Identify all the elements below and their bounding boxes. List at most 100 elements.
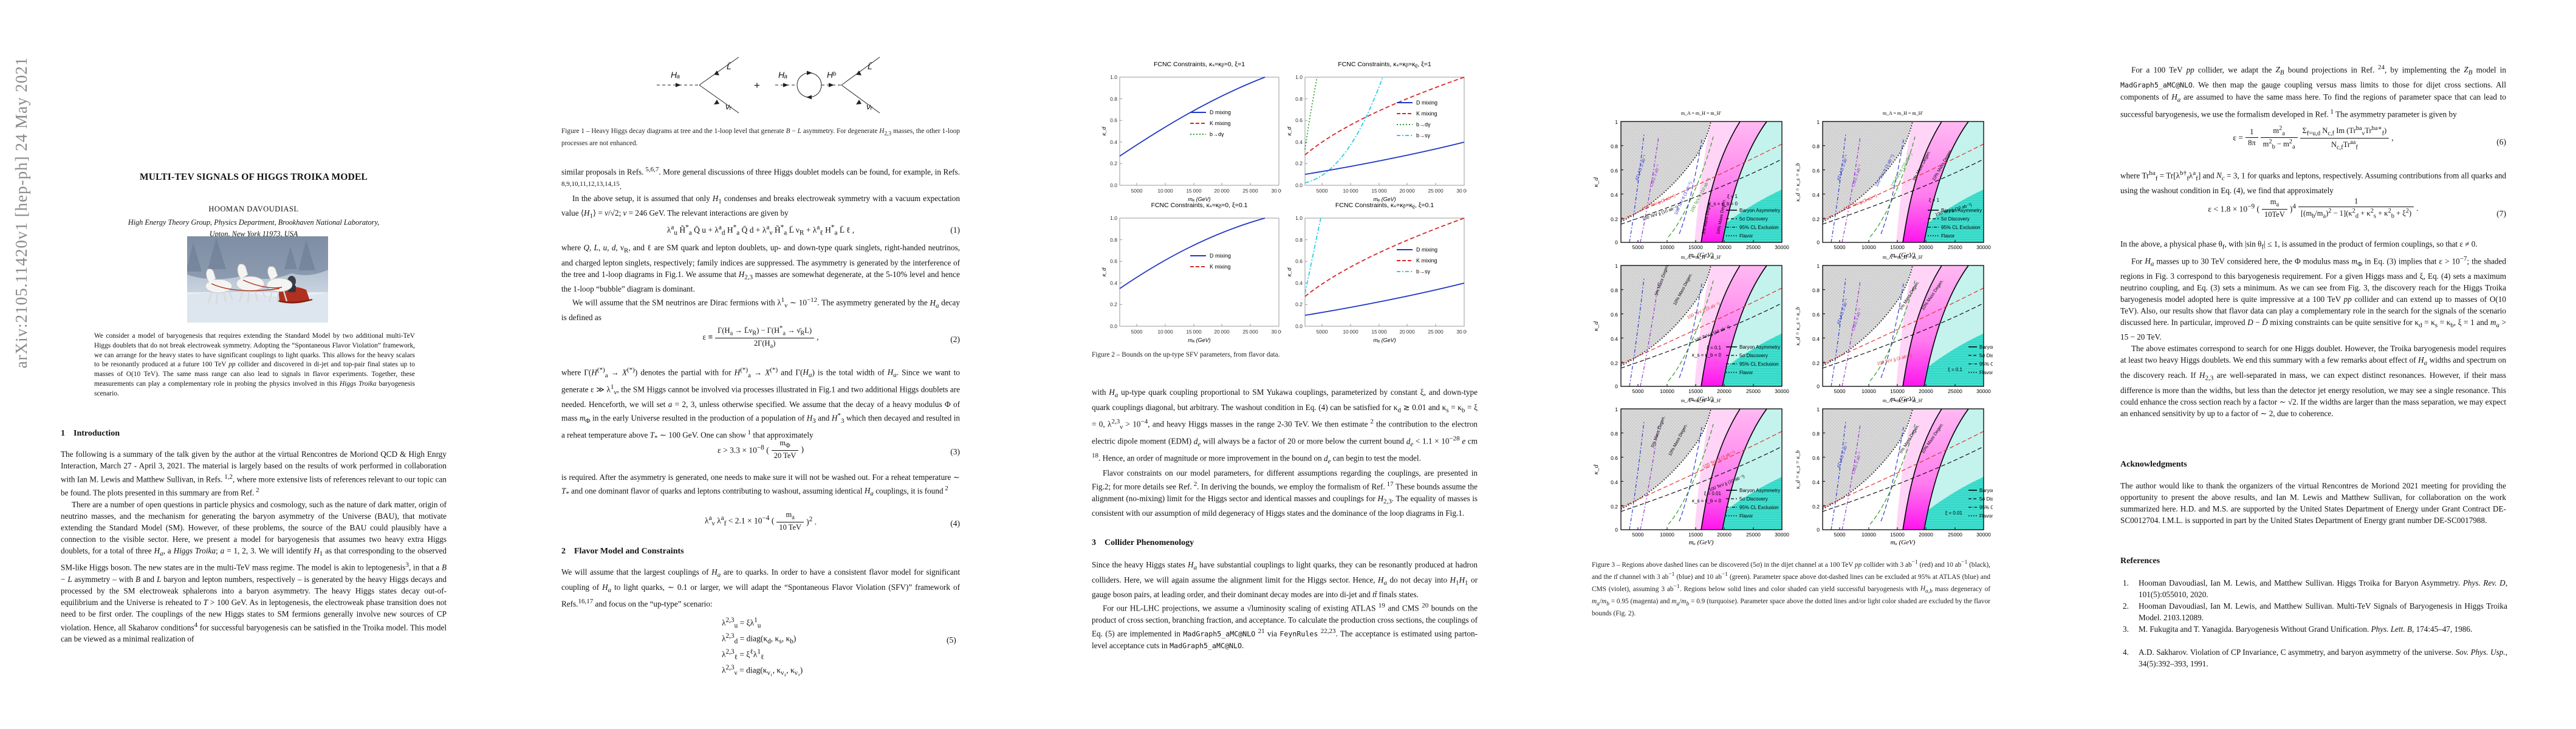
svg-text:D mixing: D mixing [1210, 253, 1231, 259]
equation-5-row1: λ2,3u = ξλ1u [722, 617, 761, 630]
svg-text:κ_d: κ_d [1286, 267, 1292, 277]
svg-text:Flavor: Flavor [1941, 233, 1955, 239]
svg-text:20000: 20000 [1919, 388, 1933, 394]
page-1: arXiv:2105.11420v1 [hep-ph] 24 May 2021 … [0, 0, 515, 729]
svg-text:0.8: 0.8 [1812, 287, 1820, 293]
section-2-heading: 2 Flavor Model and Constraints [561, 547, 684, 556]
svg-text:mₐ (GeV): mₐ (GeV) [1373, 337, 1396, 343]
svg-text:0.6: 0.6 [1812, 312, 1820, 318]
svg-text:0.4: 0.4 [1611, 192, 1618, 198]
x-axis-label: mₐ (GeV) [1188, 196, 1210, 202]
svg-text:25 000: 25 000 [1428, 329, 1444, 335]
svg-text:mₐ (GeV): mₐ (GeV) [1891, 395, 1916, 403]
svg-text:5000: 5000 [1131, 329, 1143, 335]
reference-item: 4. A.D. Sakharov. Violation of CP Invari… [2123, 646, 2507, 669]
svg-text:ξ = 0.1: ξ = 0.1 [1707, 345, 1721, 351]
label-Lbar2: L̄ [868, 61, 872, 71]
svg-text:Flavor: Flavor [1739, 233, 1753, 239]
svg-text:5σ Discovery: 5σ Discovery [1739, 353, 1768, 358]
svg-text:5000: 5000 [1632, 244, 1644, 250]
svg-text:0.2: 0.2 [1611, 360, 1618, 366]
svg-text:30000: 30000 [1976, 244, 1991, 250]
svg-text:0: 0 [1817, 527, 1820, 533]
svg-text:κ_d: κ_d [1592, 464, 1600, 474]
svg-text:30 000: 30 000 [1456, 188, 1467, 194]
fcnc-plot-xi1-ks0: FCNC Constraints, κₛ=κᵦ=0, ξ=1 5000 10 00… [1101, 61, 1281, 202]
reference-item: 2. Hooman Davoudiasl, Ian M. Lewis, and … [2123, 600, 2507, 623]
paragraph: In the above setup, it is assumed that o… [561, 193, 960, 221]
paragraph: For our HL-LHC projections, we assume a … [1092, 602, 1478, 651]
reference-number: 3. [2123, 625, 2129, 634]
figure1-caption: Figure 1 – Heavy Higgs decay diagrams at… [561, 128, 960, 148]
svg-text:15000: 15000 [1890, 532, 1905, 538]
page2-text-4: is required. After the asymmetry is gene… [561, 471, 960, 500]
svg-text:20 000: 20 000 [1399, 188, 1415, 194]
svg-text:0.8: 0.8 [1611, 431, 1618, 437]
label-Ha2: Hₐ [778, 70, 787, 80]
svg-text:30000: 30000 [1976, 388, 1991, 394]
d-mixing-curve [1119, 217, 1266, 289]
d-mixing-curve [1119, 77, 1266, 157]
svg-text:κ_s = κ_b = 0: κ_s = κ_b = 0 [1708, 201, 1738, 207]
svg-text:0.2: 0.2 [1611, 216, 1618, 222]
legend: D mixing K mixing b→dγ b→sγ [1397, 100, 1437, 139]
paragraph: We will assume that the SM neutrinos are… [561, 296, 960, 323]
paragraph: where Q, L, u, d, νR, and ℓ are SM quark… [561, 243, 961, 294]
svg-text:0.8: 0.8 [1295, 237, 1303, 243]
svg-text:Baryon Asymmetry: Baryon Asymmetry [1739, 344, 1780, 350]
svg-text:15000: 15000 [1688, 244, 1703, 250]
plot-title: FCNC Constraints, κₛ=κᵦ=κᵨ, ξ=1 [1338, 61, 1431, 68]
svg-text:0.6: 0.6 [1611, 312, 1618, 318]
page5-text-2: where Trbaf = Tr[λb†fλaf] and Nc = 3, 1 … [2120, 168, 2506, 196]
svg-text:ξ = 0.01: ξ = 0.01 [1704, 491, 1722, 496]
paragraph: Flavor constraints on our model paramete… [1092, 468, 1478, 518]
svg-text:b→dγ: b→dγ [1416, 122, 1431, 128]
equation-1-body: λau H̃*a Q̄ u + λad H*a Q̄ d + λaν H̃*a … [666, 224, 855, 237]
svg-text:0.0: 0.0 [1295, 182, 1303, 188]
intro-text: The following is a summary of the talk g… [61, 448, 447, 645]
svg-text:m_A = m_H = m_H′: m_A = m_H = m_H′ [1883, 111, 1923, 116]
svg-text:Baryon Asymmetry: Baryon Asymmetry [1979, 488, 1993, 493]
equation-4-number: (4) [950, 519, 960, 528]
plus-sign: + [754, 80, 760, 91]
svg-text:15000: 15000 [1890, 244, 1905, 250]
paper-title: MULTI-TEV SIGNALS OF HIGGS TROIKA MODEL [139, 172, 368, 182]
svg-text:0.8: 0.8 [1611, 287, 1618, 293]
reference-text: Hooman Davoudiasl, Ian M. Lewis, and Mat… [2139, 578, 2507, 599]
affiliation-line1: High Energy Theory Group, Physics Depart… [128, 218, 380, 227]
svg-text:K mixing: K mixing [1416, 111, 1437, 117]
svg-text:15 000: 15 000 [1186, 188, 1202, 194]
svg-text:5000: 5000 [1317, 188, 1328, 194]
paragraph: For Ha masses up to 30 TeV considered he… [2120, 255, 2507, 342]
svg-text:Baryon Asymmetry: Baryon Asymmetry [1739, 208, 1780, 213]
svg-text:20000: 20000 [1717, 388, 1732, 394]
reference-item: 3. M. Fukugita and T. Yanagida. Baryogen… [2123, 623, 2507, 635]
page2-text-1: similar proposals in Refs. 5,6,7. More g… [561, 164, 960, 222]
equation-2-number: (2) [950, 335, 960, 344]
svg-text:0: 0 [1817, 383, 1820, 389]
k-mixing-curve [1304, 77, 1465, 156]
page3-text-1: with Ha up-type quark coupling proportio… [1092, 386, 1478, 519]
svg-text:1: 1 [1817, 119, 1820, 125]
svg-text:25000: 25000 [1746, 388, 1761, 394]
svg-text:0.6: 0.6 [1110, 117, 1117, 123]
paragraph: similar proposals in Refs. 5,6,7. More g… [561, 166, 960, 191]
horses [205, 264, 293, 304]
svg-text:30 000: 30 000 [1271, 188, 1281, 194]
svg-text:0: 0 [1615, 527, 1618, 533]
svg-text:Flavor: Flavor [1979, 513, 1993, 519]
svg-text:5000: 5000 [1834, 388, 1846, 394]
section-3-heading: 3 Collider Phenomenology [1092, 538, 1194, 547]
arxiv-stamp: arXiv:2105.11420v1 [hep-ph] 24 May 2021 [12, 56, 30, 369]
svg-text:15000: 15000 [1688, 532, 1703, 538]
paragraph: For a 100 TeV pp collider, we adapt the … [2120, 64, 2506, 119]
equation-3: ε > 3.3 × 10−8 ( mΦ 20 TeV ) (3) [718, 439, 960, 460]
svg-text:mₐ (GeV): mₐ (GeV) [1689, 539, 1714, 546]
svg-text:20 000: 20 000 [1214, 329, 1230, 335]
page-2: Hₐ L̄ νᵣ + Hₐ Hᵇ L̄ νᵣ Figure 1 – Heavy … [515, 0, 1030, 729]
svg-text:mₐ (GeV): mₐ (GeV) [1373, 196, 1396, 202]
svg-text:95% CL Exclusion: 95% CL Exclusion [1739, 361, 1779, 367]
svg-text:0.4: 0.4 [1295, 139, 1303, 145]
equation-5-number: (5) [947, 635, 956, 645]
